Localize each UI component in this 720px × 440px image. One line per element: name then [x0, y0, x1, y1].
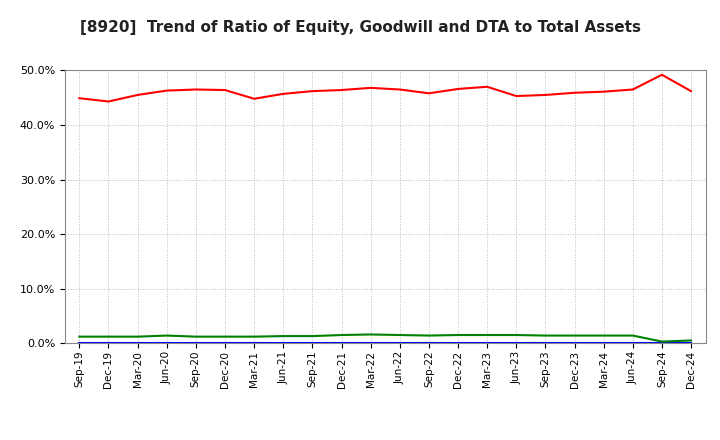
Goodwill: [425, 341, 433, 346]
Deferred Tax Assets: [687, 338, 696, 343]
Deferred Tax Assets: [104, 334, 113, 339]
Deferred Tax Assets: [75, 334, 84, 339]
Equity: [395, 87, 404, 92]
Goodwill: [657, 341, 666, 346]
Text: [8920]  Trend of Ratio of Equity, Goodwill and DTA to Total Assets: [8920] Trend of Ratio of Equity, Goodwil…: [79, 20, 641, 35]
Deferred Tax Assets: [279, 334, 287, 339]
Deferred Tax Assets: [483, 332, 492, 337]
Equity: [657, 72, 666, 77]
Deferred Tax Assets: [541, 333, 550, 338]
Goodwill: [395, 341, 404, 346]
Equity: [133, 92, 142, 98]
Equity: [250, 96, 258, 101]
Equity: [220, 88, 229, 93]
Goodwill: [629, 341, 637, 346]
Goodwill: [308, 341, 317, 346]
Deferred Tax Assets: [366, 332, 375, 337]
Goodwill: [133, 341, 142, 346]
Deferred Tax Assets: [657, 339, 666, 344]
Deferred Tax Assets: [133, 334, 142, 339]
Goodwill: [570, 341, 579, 346]
Equity: [483, 84, 492, 89]
Equity: [337, 88, 346, 93]
Goodwill: [599, 341, 608, 346]
Equity: [687, 88, 696, 94]
Equity: [366, 85, 375, 91]
Deferred Tax Assets: [163, 333, 171, 338]
Deferred Tax Assets: [454, 332, 462, 337]
Line: Deferred Tax Assets: Deferred Tax Assets: [79, 334, 691, 341]
Equity: [308, 88, 317, 94]
Goodwill: [192, 341, 200, 346]
Equity: [454, 86, 462, 92]
Line: Equity: Equity: [79, 75, 691, 102]
Deferred Tax Assets: [220, 334, 229, 339]
Goodwill: [279, 341, 287, 346]
Goodwill: [163, 341, 171, 346]
Goodwill: [75, 341, 84, 346]
Equity: [163, 88, 171, 93]
Goodwill: [366, 341, 375, 346]
Equity: [629, 87, 637, 92]
Goodwill: [104, 341, 113, 346]
Goodwill: [687, 341, 696, 346]
Equity: [599, 89, 608, 94]
Equity: [570, 90, 579, 95]
Deferred Tax Assets: [192, 334, 200, 339]
Deferred Tax Assets: [337, 332, 346, 337]
Equity: [192, 87, 200, 92]
Deferred Tax Assets: [629, 333, 637, 338]
Deferred Tax Assets: [570, 333, 579, 338]
Deferred Tax Assets: [425, 333, 433, 338]
Goodwill: [250, 341, 258, 346]
Deferred Tax Assets: [512, 332, 521, 337]
Goodwill: [512, 341, 521, 346]
Equity: [104, 99, 113, 104]
Deferred Tax Assets: [308, 334, 317, 339]
Goodwill: [337, 341, 346, 346]
Goodwill: [220, 341, 229, 346]
Equity: [75, 95, 84, 101]
Equity: [512, 93, 521, 99]
Equity: [541, 92, 550, 98]
Deferred Tax Assets: [599, 333, 608, 338]
Goodwill: [454, 341, 462, 346]
Goodwill: [541, 341, 550, 346]
Goodwill: [483, 341, 492, 346]
Equity: [425, 91, 433, 96]
Equity: [279, 91, 287, 96]
Deferred Tax Assets: [395, 332, 404, 337]
Deferred Tax Assets: [250, 334, 258, 339]
